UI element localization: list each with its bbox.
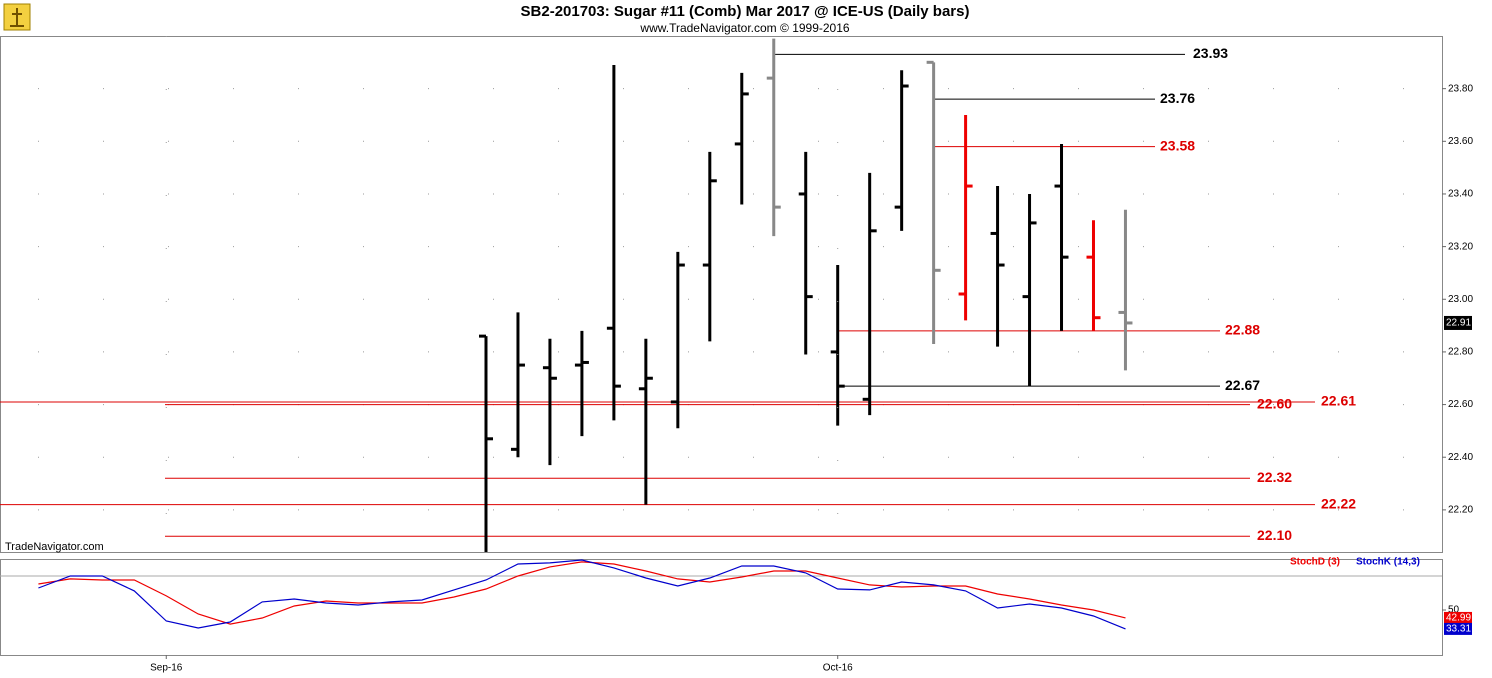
legend-entry: StochK (14,3)	[1356, 557, 1420, 568]
level-label: 22.10	[1257, 527, 1292, 543]
y-tick-label: 22.40	[1448, 452, 1473, 463]
level-label: 22.61	[1321, 393, 1356, 409]
last-price-box	[1444, 315, 1472, 330]
y-tick-label: 22.80	[1448, 347, 1473, 358]
y-tick-label: 23.80	[1448, 83, 1473, 94]
last-value-box	[1444, 622, 1472, 635]
last-price-label: 22.91	[1446, 318, 1471, 329]
last-value-box	[1444, 611, 1472, 624]
level-label: 22.32	[1257, 469, 1292, 485]
y-tick-label: 22.20	[1448, 505, 1473, 516]
logo-icon	[10, 8, 24, 27]
legend-entry: StochD (3)	[1290, 557, 1340, 568]
price-pane	[0, 36, 1443, 553]
chart-subtitle: www.TradeNavigator.com © 1999-2016	[639, 21, 849, 35]
stoch-line	[38, 559, 1126, 630]
last-value-label: 42.99	[1446, 613, 1471, 624]
level-label: 23.58	[1160, 137, 1195, 153]
y-tick-label: 23.40	[1448, 189, 1473, 200]
last-value-label: 33.31	[1446, 624, 1471, 635]
y-tick-label: 23.00	[1448, 294, 1473, 305]
x-tick-label: Oct-16	[823, 663, 853, 674]
level-label: 22.60	[1257, 395, 1292, 411]
y-tick-label: 22.60	[1448, 399, 1473, 410]
y-tick-label: 23.20	[1448, 241, 1473, 252]
stoch-pane	[0, 559, 1443, 656]
y-tick-label: 23.60	[1448, 136, 1473, 147]
level-label: 23.76	[1160, 90, 1195, 106]
level-label: 22.67	[1225, 377, 1260, 393]
level-label: 23.93	[1193, 45, 1228, 61]
level-label: 22.88	[1225, 322, 1260, 338]
chart-title: SB2-201703: Sugar #11 (Comb) Mar 2017 @ …	[521, 3, 970, 20]
stoch-line	[38, 561, 1126, 625]
y-tick-label: 50	[1448, 605, 1460, 616]
x-tick-label: Sep-16	[150, 663, 183, 674]
watermark: TradeNavigator.com	[5, 541, 104, 553]
logo	[3, 3, 31, 31]
level-label: 22.22	[1321, 495, 1356, 511]
